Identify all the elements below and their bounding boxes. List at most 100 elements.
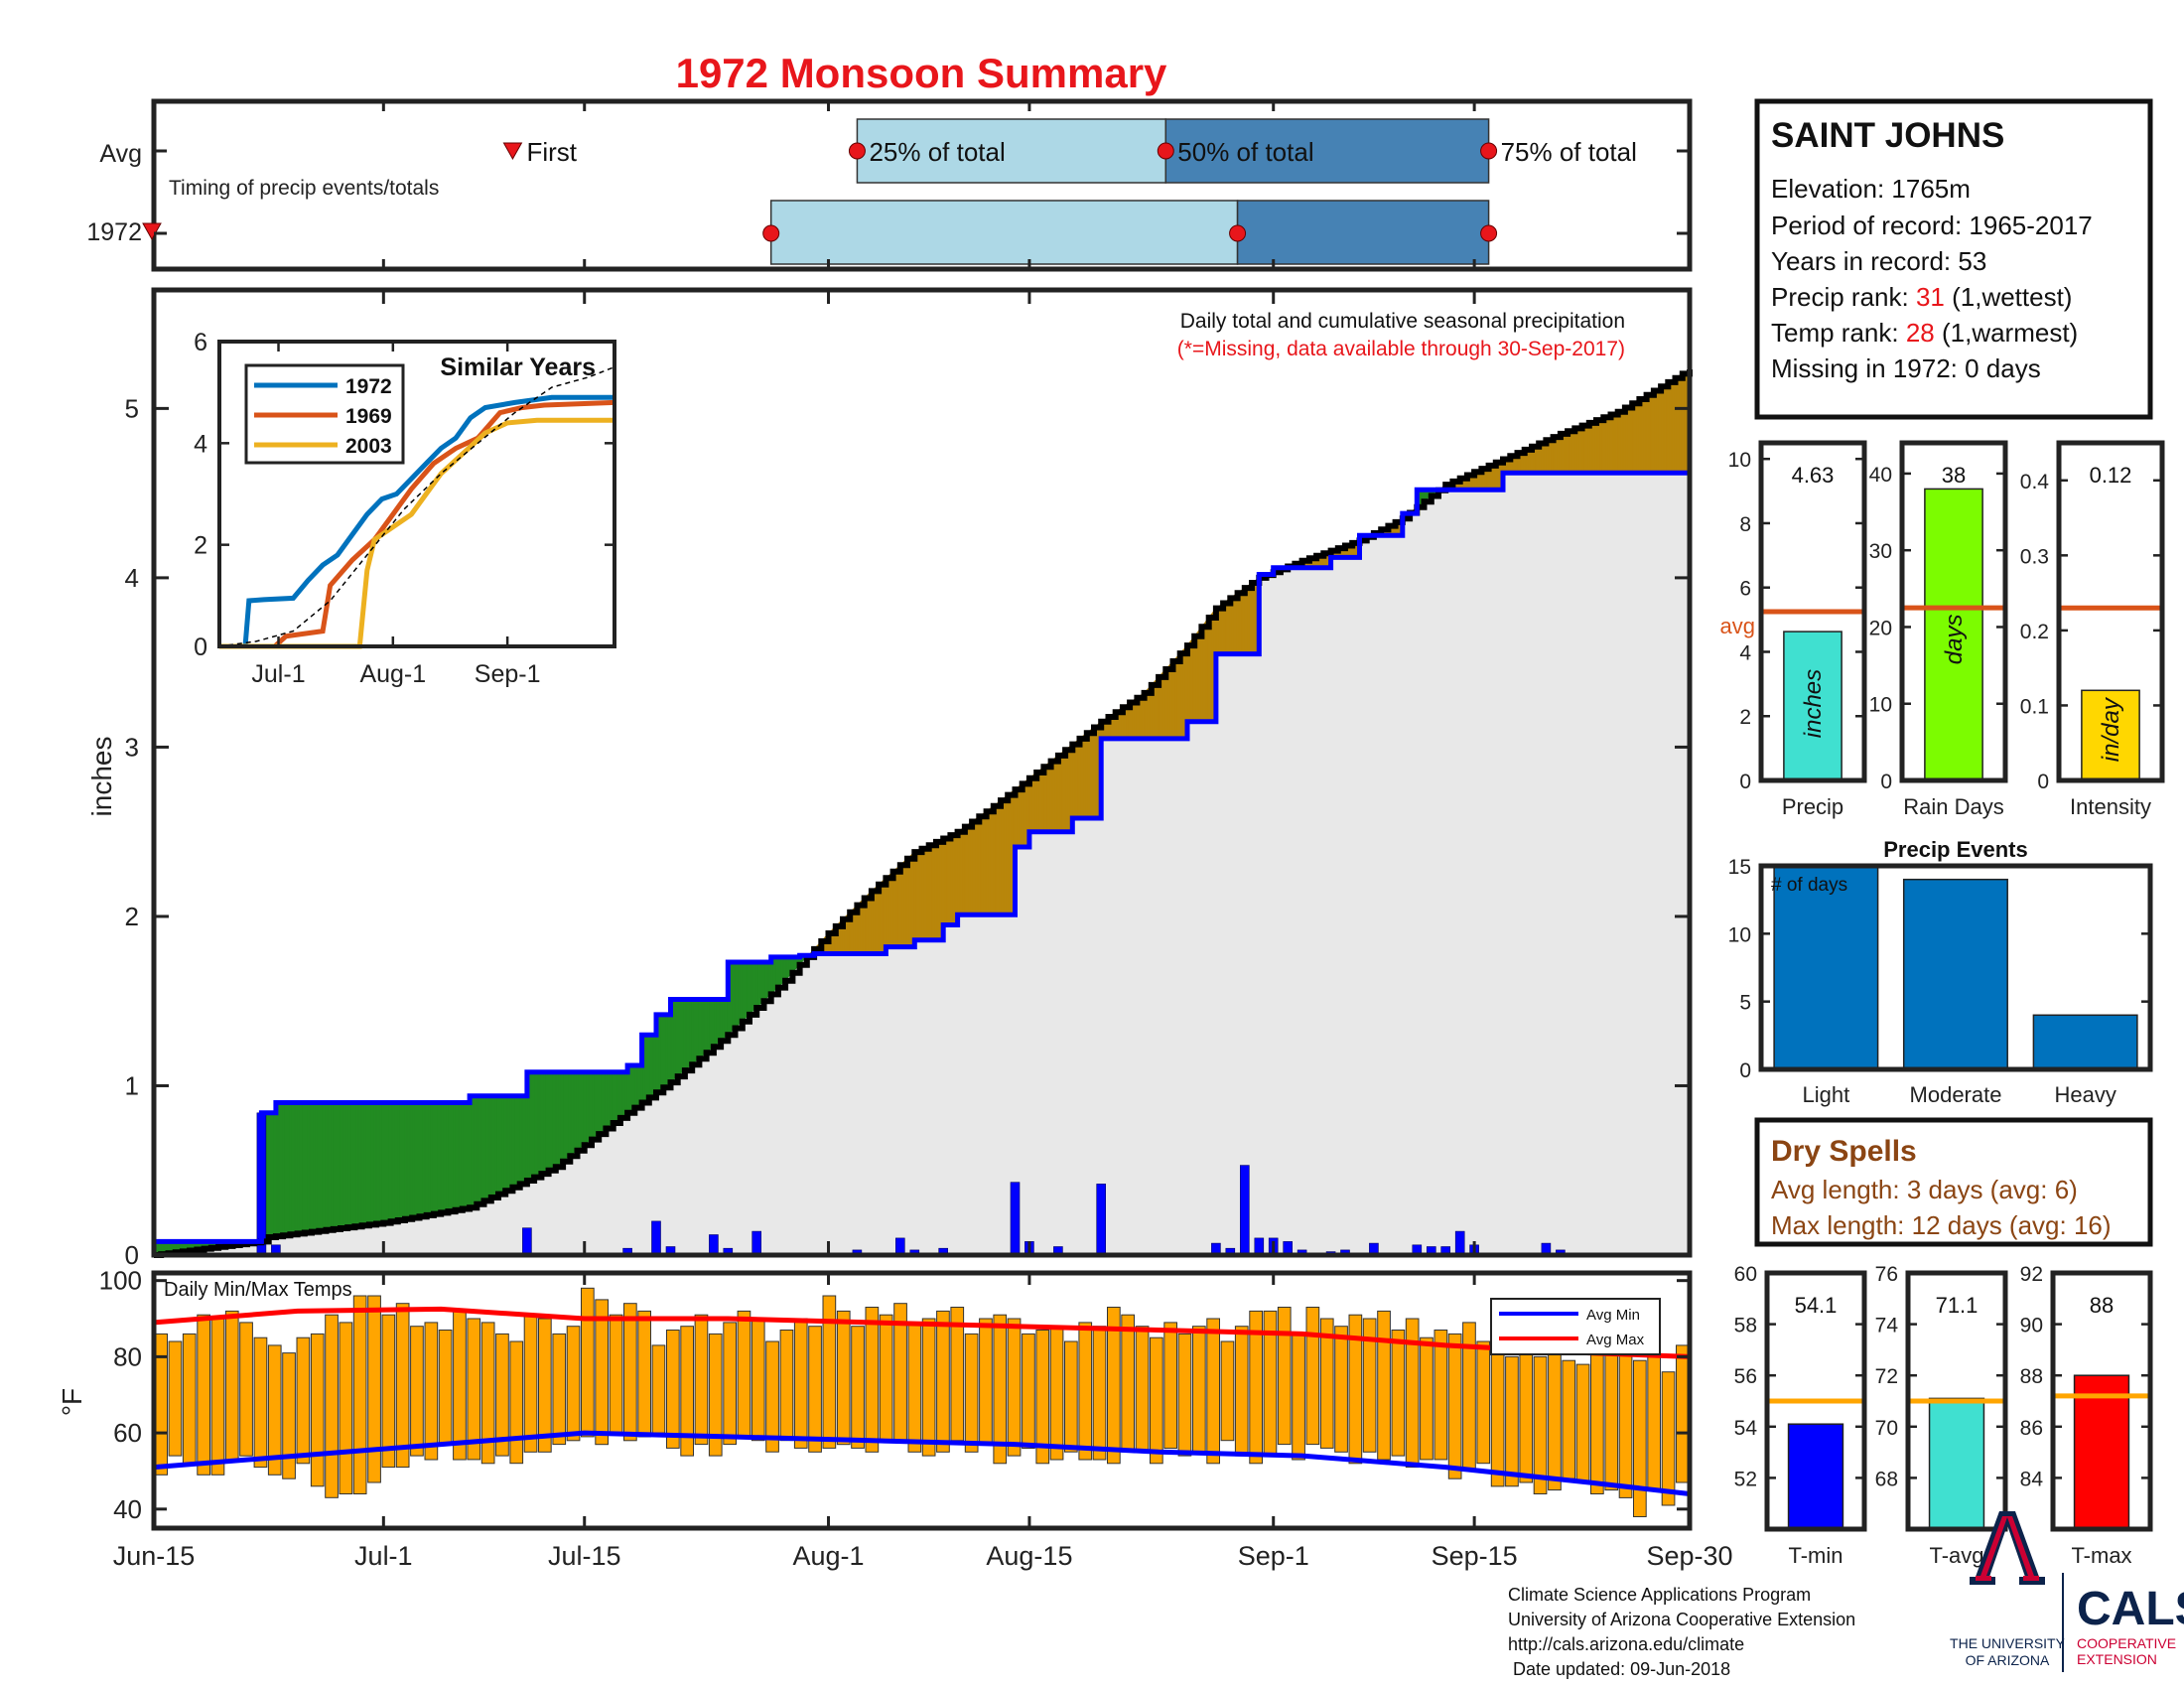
tavg-stat-panel: 68 70 72 74 76 71.1 T-avg	[1875, 1263, 2008, 1568]
inset-ytick-label: 0	[194, 633, 207, 661]
temp-range-bar	[1590, 1344, 1604, 1495]
temp-range-bar	[808, 1326, 822, 1453]
x-tick-label: Sep-30	[1646, 1541, 1732, 1571]
temp-range-bar	[1405, 1318, 1420, 1469]
temp-range-bar	[1305, 1307, 1320, 1446]
temps-legend: Avg Min Avg Max	[1490, 1298, 1661, 1355]
inset-legend-label: 1972	[345, 375, 392, 398]
main-ytick-label: 3	[125, 732, 139, 762]
x-tick-label: Sep-15	[1432, 1541, 1518, 1571]
temp-range-bar	[680, 1326, 694, 1457]
events-ytick-label: 10	[1728, 923, 1751, 946]
temp-range-bar	[538, 1318, 552, 1453]
avg-first-label: First	[526, 137, 577, 167]
footer-credits: Climate Science Applications Program Uni…	[1508, 1585, 1855, 1679]
tavg-ytick-label: 72	[1875, 1365, 1898, 1388]
temp-range-bar	[723, 1322, 737, 1446]
daily-precip-bar	[1240, 1165, 1250, 1256]
temp-range-bar	[1220, 1340, 1235, 1442]
temp-range-bar	[325, 1314, 339, 1498]
temp-range-bar	[1348, 1314, 1363, 1465]
events-title: Precip Events	[1883, 837, 2028, 862]
inset-legend: 1972 1969 2003	[244, 363, 405, 465]
temp-range-bar	[566, 1326, 581, 1442]
temp-range-bar	[1447, 1333, 1462, 1479]
temps-ytick-label: 60	[113, 1418, 142, 1448]
tavg-value-bar	[1928, 1397, 1985, 1530]
tmin-ytick-label: 52	[1734, 1468, 1757, 1490]
inset-content: 0 2 4 6 Jul-1 Aug-1 Sep-1	[194, 329, 615, 688]
avg-q2-box	[1164, 118, 1490, 184]
footer-line-3: http://cals.arizona.edu/climate	[1508, 1634, 1744, 1654]
precip-value-bar	[1783, 631, 1843, 781]
tmin-ytick-label: 54	[1734, 1417, 1758, 1440]
x-tick-label: Jun-15	[113, 1541, 196, 1571]
events-bar-moderate	[1902, 878, 2008, 1070]
temp-range-bar	[1633, 1359, 1647, 1517]
temp-range-bar	[779, 1330, 794, 1442]
events-note: # of days	[1771, 875, 1847, 896]
daily-precip-bar	[894, 1237, 905, 1256]
temp-range-bar	[1618, 1352, 1633, 1498]
temp-range-bar	[1661, 1371, 1676, 1506]
legend-avg-max-label: Avg Max	[1586, 1332, 1645, 1348]
main-ytick-label: 2	[125, 902, 139, 931]
events-category-label: Moderate	[1910, 1082, 2002, 1107]
temp-range-bar	[197, 1314, 211, 1476]
main-axes: 0 1 2 3 4 5	[125, 290, 1690, 1270]
rain-days-ytick-label: 30	[1869, 540, 1892, 563]
station-years: Years in record: 53	[1771, 246, 1986, 276]
temp-range-bar	[154, 1333, 169, 1476]
precip-ytick-label: 8	[1739, 513, 1751, 536]
temp-range-bar	[367, 1295, 381, 1483]
temp-range-bar	[708, 1333, 723, 1457]
precip-ytick-label: 0	[1739, 771, 1751, 793]
temp-range-bar	[1022, 1333, 1035, 1450]
temp-range-bar	[1519, 1344, 1534, 1483]
daily-precip-bar	[1096, 1184, 1106, 1256]
temp-range-bar	[879, 1314, 893, 1442]
tmax-ytick-label: 84	[2020, 1468, 2044, 1490]
inset-series-1972	[219, 394, 614, 649]
tavg-ytick-label: 70	[1875, 1417, 1898, 1440]
temp-range-bar	[993, 1314, 1008, 1465]
temp-range-bar	[1362, 1318, 1377, 1453]
temp-range-bar	[1249, 1310, 1264, 1465]
temp-range-bar	[1107, 1307, 1121, 1465]
temp-range-bar	[1604, 1340, 1619, 1491]
intensity-panel-frame	[2056, 440, 2165, 783]
inset-xtick-label: Sep-1	[475, 660, 541, 688]
temp-range-bar	[936, 1310, 950, 1453]
year-p50-marker	[1229, 224, 1247, 242]
station-temp-rank: Temp rank: 28 (1,warmest)	[1771, 318, 2078, 348]
temp-range-bar	[339, 1322, 353, 1495]
university-of-arizona-logo: THE UNIVERSITY OF ARIZONA	[1950, 1511, 2066, 1668]
inset-legend-label: 1969	[345, 405, 392, 428]
temp-range-bar	[1548, 1348, 1562, 1491]
avg-p50-marker	[1157, 142, 1174, 160]
temp-range-bar	[1092, 1326, 1107, 1461]
temp-range-bar	[453, 1310, 467, 1461]
temp-range-bar	[1647, 1348, 1662, 1491]
footer-line-4: Date updated: 09-Jun-2018	[1508, 1659, 1730, 1679]
cumulative-base-fill	[154, 473, 1690, 1255]
precip-panel-frame	[1758, 440, 1867, 783]
intensity-value-label: 0.12	[2090, 463, 2132, 488]
temp-range-bar	[1035, 1330, 1050, 1465]
legend-avg-min-label: Avg Min	[1586, 1307, 1640, 1324]
main-ytick-label: 1	[125, 1070, 139, 1100]
precip-unit-label: inches	[1800, 669, 1827, 738]
temperature-stat-panels: 52 54 56 58 60 54.1 T-min 68 70 72 74 76 71.1 T-avg 84…	[1734, 1263, 2153, 1568]
temps-legend-box	[1490, 1298, 1661, 1355]
tmin-value-label: 54.1	[1795, 1293, 1838, 1318]
tavg-ytick-label: 68	[1875, 1468, 1898, 1490]
rain-days-stat-panel: 0 10 20 30 40 38 Rain Days days	[1869, 440, 2008, 819]
timing-subtitle: Timing of precip events/totals	[169, 177, 439, 200]
cals-logo-sub-2: EXTENSION	[2077, 1651, 2157, 1667]
footer-line-2: University of Arizona Cooperative Extens…	[1508, 1610, 1855, 1629]
temp-bars	[154, 1287, 1690, 1517]
temps-axes: 40 60 80 100	[99, 1266, 1690, 1528]
inset-xtick-label: Jul-1	[251, 660, 305, 688]
temp-range-bar	[1234, 1326, 1249, 1457]
